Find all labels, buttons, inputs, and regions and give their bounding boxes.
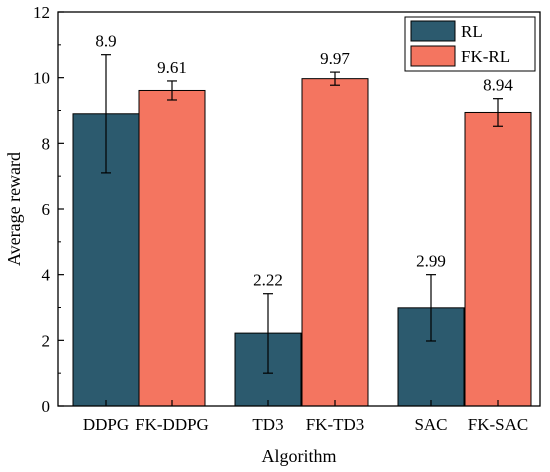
bar-fk-td3 bbox=[301, 78, 369, 407]
y-tick-label: 4 bbox=[42, 266, 51, 285]
x-axis-title: Algorithm bbox=[262, 446, 337, 466]
legend-swatch-rl bbox=[410, 20, 456, 42]
x-tick-label: FK-DDPG bbox=[135, 415, 209, 434]
x-tick-label: FK-SAC bbox=[468, 415, 528, 434]
legend-label-rl: RL bbox=[461, 22, 483, 41]
x-tick-label: FK-TD3 bbox=[306, 415, 365, 434]
data-label-sac: 2.99 bbox=[416, 252, 446, 271]
bar-fk-sac bbox=[464, 111, 532, 407]
x-axis-ticks: DDPG FK-DDPG TD3 FK-TD3 SAC FK-SAC bbox=[83, 400, 528, 434]
x-tick-label: SAC bbox=[414, 415, 447, 434]
y-tick-label: 10 bbox=[33, 69, 50, 88]
y-tick-label: 0 bbox=[42, 397, 51, 416]
bar-fk-ddpg bbox=[138, 89, 206, 407]
bars bbox=[72, 78, 532, 407]
data-label-fk-td3: 9.97 bbox=[320, 49, 350, 68]
data-label-fk-sac: 8.94 bbox=[483, 76, 513, 95]
x-tick-label: TD3 bbox=[252, 415, 283, 434]
data-label-fk-ddpg: 9.61 bbox=[157, 58, 187, 77]
y-tick-label: 2 bbox=[42, 331, 51, 350]
legend-label-fk-rl: FK-RL bbox=[461, 47, 510, 66]
y-tick-label: 12 bbox=[33, 3, 50, 22]
x-tick-label: DDPG bbox=[83, 415, 129, 434]
data-label-ddpg: 8.9 bbox=[95, 32, 116, 51]
legend-swatch-fk-rl bbox=[410, 45, 456, 67]
data-labels: 8.9 9.61 2.22 9.97 2.99 8.94 bbox=[95, 32, 513, 290]
data-label-td3: 2.22 bbox=[253, 271, 283, 290]
y-tick-label: 6 bbox=[42, 200, 51, 219]
y-axis-title: Average reward bbox=[4, 152, 24, 266]
error-bars bbox=[101, 54, 503, 374]
y-tick-label: 8 bbox=[42, 134, 51, 153]
legend: RL FK-RL bbox=[404, 16, 536, 72]
y-axis-ticks: 0 2 4 6 8 10 12 bbox=[33, 3, 64, 416]
